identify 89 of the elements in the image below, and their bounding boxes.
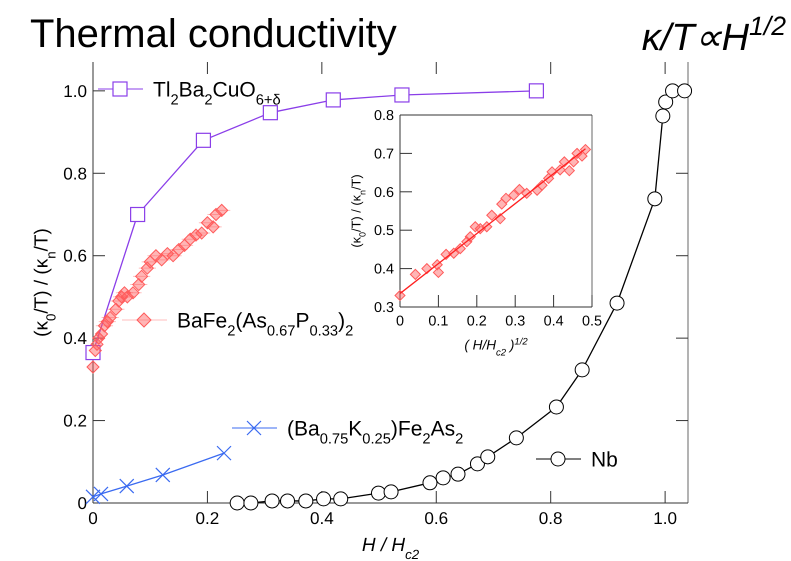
point <box>610 296 625 311</box>
point <box>178 238 192 252</box>
point <box>436 470 451 486</box>
y-tick-label: 0.7 <box>374 146 394 162</box>
point <box>394 87 410 103</box>
point <box>119 478 134 494</box>
x-tick-label: 0.2 <box>466 313 487 330</box>
x-tick-label: 0.3 <box>505 313 526 330</box>
y-tick-label: 0.8 <box>63 164 87 184</box>
point <box>514 184 525 195</box>
x-tick-label: 0.1 <box>428 313 448 330</box>
x-tick-label: 0.4 <box>544 313 564 330</box>
y-tick-label: 0.8 <box>374 108 394 124</box>
point <box>104 311 117 324</box>
y-tick-label: 0.6 <box>63 246 87 266</box>
point <box>326 92 341 108</box>
point <box>135 270 148 283</box>
y-tick-label: 1.0 <box>63 82 87 101</box>
point <box>262 105 278 120</box>
point <box>130 206 146 222</box>
x-tick-label: 0.8 <box>538 509 563 528</box>
y-tick-label: 0.3 <box>374 300 394 316</box>
x-tick-label: 0.5 <box>582 313 602 330</box>
legend-label: BaFe$_{2}$(As$_{0.67}$P$_{0.33}$)$_{2}$ <box>177 309 354 340</box>
point <box>298 493 314 508</box>
legend-label: Nb <box>591 448 618 472</box>
point <box>243 496 258 510</box>
point <box>195 226 208 240</box>
point <box>144 255 157 268</box>
x-tick-label: 0.4 <box>310 509 334 528</box>
point <box>85 344 101 360</box>
y-tick-label: 0.2 <box>63 412 87 431</box>
point <box>370 486 386 501</box>
point <box>564 165 575 176</box>
point <box>470 456 485 472</box>
point <box>264 493 280 508</box>
point <box>155 467 170 483</box>
y-tick-label: 0.6 <box>374 184 394 201</box>
x-tick-label: 0 <box>396 313 404 330</box>
point <box>280 493 296 508</box>
legend-label: (Ba$_{0.75}$K$_{0.25}$)Fe$_{2}$As$_{2}$ <box>287 417 464 448</box>
point <box>486 210 498 221</box>
point <box>95 328 108 341</box>
chart-title: Thermal conductivity <box>30 12 397 56</box>
x-axis-title: ( H/H$_{c2}$ )$^{1/2}$ <box>464 336 528 358</box>
point <box>215 204 228 217</box>
point <box>508 430 524 446</box>
x-tick-label: 0.6 <box>424 509 448 528</box>
point <box>126 286 140 300</box>
y-tick-label: 0.4 <box>63 329 87 348</box>
point <box>86 360 100 374</box>
point <box>496 198 508 210</box>
point <box>422 475 438 490</box>
point <box>410 268 421 280</box>
point <box>548 399 564 414</box>
point <box>333 491 348 506</box>
legend-label: Tl$_{2}$Ba$_{2}$CuO$_{6+δ}$ <box>153 78 281 108</box>
point <box>132 278 146 292</box>
point <box>450 466 466 482</box>
point <box>316 491 332 506</box>
point <box>155 253 168 266</box>
y-tick-label: 0.5 <box>374 223 394 240</box>
point <box>93 486 109 502</box>
point <box>647 191 662 206</box>
point <box>658 94 674 110</box>
point <box>480 449 496 464</box>
y-tick-label: 0 <box>77 494 87 513</box>
point <box>665 83 680 98</box>
point <box>574 362 590 378</box>
point <box>432 266 444 278</box>
x-tick-label: 0.2 <box>196 509 220 528</box>
point <box>528 83 544 98</box>
point <box>206 220 220 234</box>
point <box>394 290 406 301</box>
point <box>109 302 122 316</box>
point <box>230 496 245 510</box>
point <box>216 446 232 461</box>
point <box>384 484 399 500</box>
point <box>655 108 670 124</box>
point <box>508 190 520 201</box>
x-axis-title: H / H$_{c2}$ <box>362 535 420 561</box>
point <box>677 83 692 98</box>
x-tick-label: 1.0 <box>653 509 677 528</box>
point <box>166 249 180 262</box>
y-tick-label: 0.4 <box>374 262 394 278</box>
point <box>196 132 212 148</box>
point <box>500 192 512 204</box>
text: κ/T∝H$^{1/2}$ <box>642 11 786 59</box>
point <box>85 489 101 504</box>
